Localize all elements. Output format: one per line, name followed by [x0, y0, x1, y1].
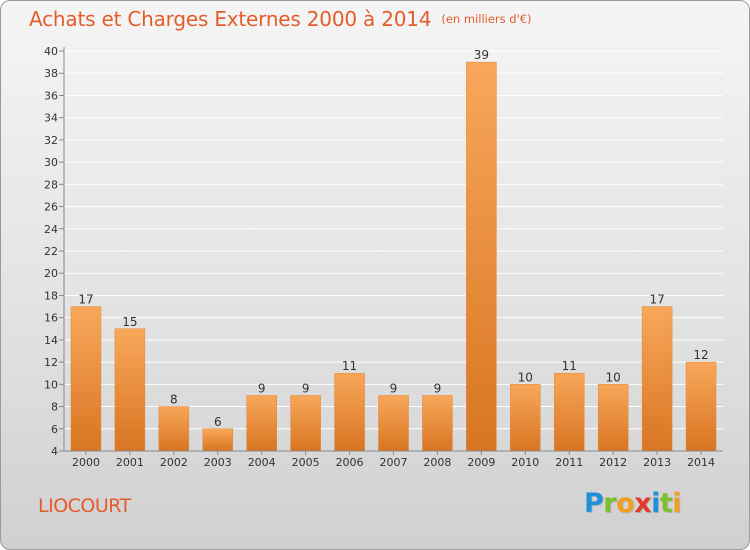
bar-2006 — [334, 372, 365, 452]
data-label: 9 — [390, 381, 398, 395]
y-tick-label: 20 — [44, 267, 58, 280]
data-label: 10 — [518, 370, 533, 384]
y-tick-label: 12 — [44, 356, 58, 369]
y-tick-label: 34 — [44, 112, 58, 125]
y-tick-label: 32 — [44, 134, 58, 147]
logo-letter: o — [616, 488, 635, 519]
bar-2005 — [290, 395, 321, 452]
x-tick-label: 2013 — [643, 456, 671, 469]
x-tick-label: 2007 — [380, 456, 408, 469]
data-label: 8 — [170, 393, 178, 407]
bar-2010 — [510, 384, 541, 452]
y-tick-label: 14 — [44, 334, 58, 347]
bar-2000 — [70, 306, 102, 452]
data-label: 11 — [342, 359, 357, 373]
commune-name: LIOCOURT — [38, 495, 131, 517]
y-tick-label: 16 — [44, 312, 58, 325]
logo-letter: i — [651, 488, 660, 519]
data-label: 10 — [606, 370, 621, 384]
chart-title: Achats et Charges Externes 2000 à 2014 (e… — [29, 7, 532, 31]
x-tick-label: 2012 — [599, 456, 627, 469]
bars — [70, 61, 717, 452]
labels: 4 6 8 10 12 14 16 18 20 22 24 26 28 30 32 34 36 38 40 17 200… — [44, 45, 715, 469]
x-tick-label: 2001 — [116, 456, 144, 469]
y-tick-label: 8 — [51, 401, 58, 414]
chart-title-text: Achats et Charges Externes 2000 à 2014 — [29, 7, 432, 31]
y-tick-label: 22 — [44, 245, 58, 258]
bar-2011 — [553, 372, 585, 452]
y-tick-label: 10 — [44, 378, 58, 391]
bar-2013 — [641, 306, 673, 452]
x-tick-label: 2006 — [336, 456, 364, 469]
y-tick-label: 18 — [44, 289, 58, 302]
bar-2004 — [246, 395, 277, 452]
logo-letter: r — [603, 488, 617, 519]
bar-2002 — [158, 406, 190, 452]
bar-2008 — [422, 395, 453, 452]
data-label: 17 — [649, 293, 664, 307]
bar-2009 — [466, 61, 497, 452]
x-tick-label: 2014 — [687, 456, 715, 469]
chart-unit-note: (en milliers d'€) — [441, 12, 532, 26]
x-tick-label: 2003 — [204, 456, 232, 469]
bar-2014 — [685, 361, 717, 452]
x-tick-label: 2010 — [511, 456, 539, 469]
data-label: 39 — [474, 48, 489, 62]
y-tick-label: 24 — [44, 223, 58, 236]
x-tick-label: 2009 — [467, 456, 495, 469]
y-tick-label: 36 — [44, 89, 58, 102]
data-label: 11 — [562, 359, 577, 373]
data-label: 9 — [302, 381, 310, 395]
y-tick-label: 38 — [44, 67, 58, 80]
data-label: 15 — [122, 315, 137, 329]
logo-letter: x — [634, 488, 652, 519]
x-tick-label: 2011 — [555, 456, 583, 469]
data-label: 12 — [693, 348, 708, 362]
bar-2012 — [597, 384, 629, 452]
logo-letter: i — [672, 488, 682, 519]
y-tick-label: 40 — [44, 45, 58, 58]
data-label: 6 — [214, 415, 222, 429]
logo-letter: t — [659, 488, 673, 519]
y-tick-label: 28 — [44, 178, 58, 191]
x-tick-label: 2002 — [160, 456, 188, 469]
logo-letter: P — [584, 488, 604, 519]
bar-2003 — [202, 428, 234, 452]
y-tick-label: 26 — [44, 201, 58, 214]
data-label: 9 — [434, 381, 442, 395]
x-tick-label: 2000 — [72, 456, 100, 469]
x-tick-label: 2005 — [292, 456, 320, 469]
bar-2007 — [378, 395, 409, 452]
y-tick-label: 4 — [51, 445, 58, 458]
y-tick-label: 30 — [44, 156, 58, 169]
data-label: 9 — [258, 381, 266, 395]
proxiti-logo: Proxiti — [584, 488, 682, 519]
y-tick-label: 6 — [51, 423, 58, 436]
axes — [59, 47, 723, 455]
x-tick-label: 2004 — [248, 456, 276, 469]
x-tick-label: 2008 — [423, 456, 451, 469]
bar-2001 — [114, 328, 146, 452]
data-label: 17 — [78, 293, 93, 307]
